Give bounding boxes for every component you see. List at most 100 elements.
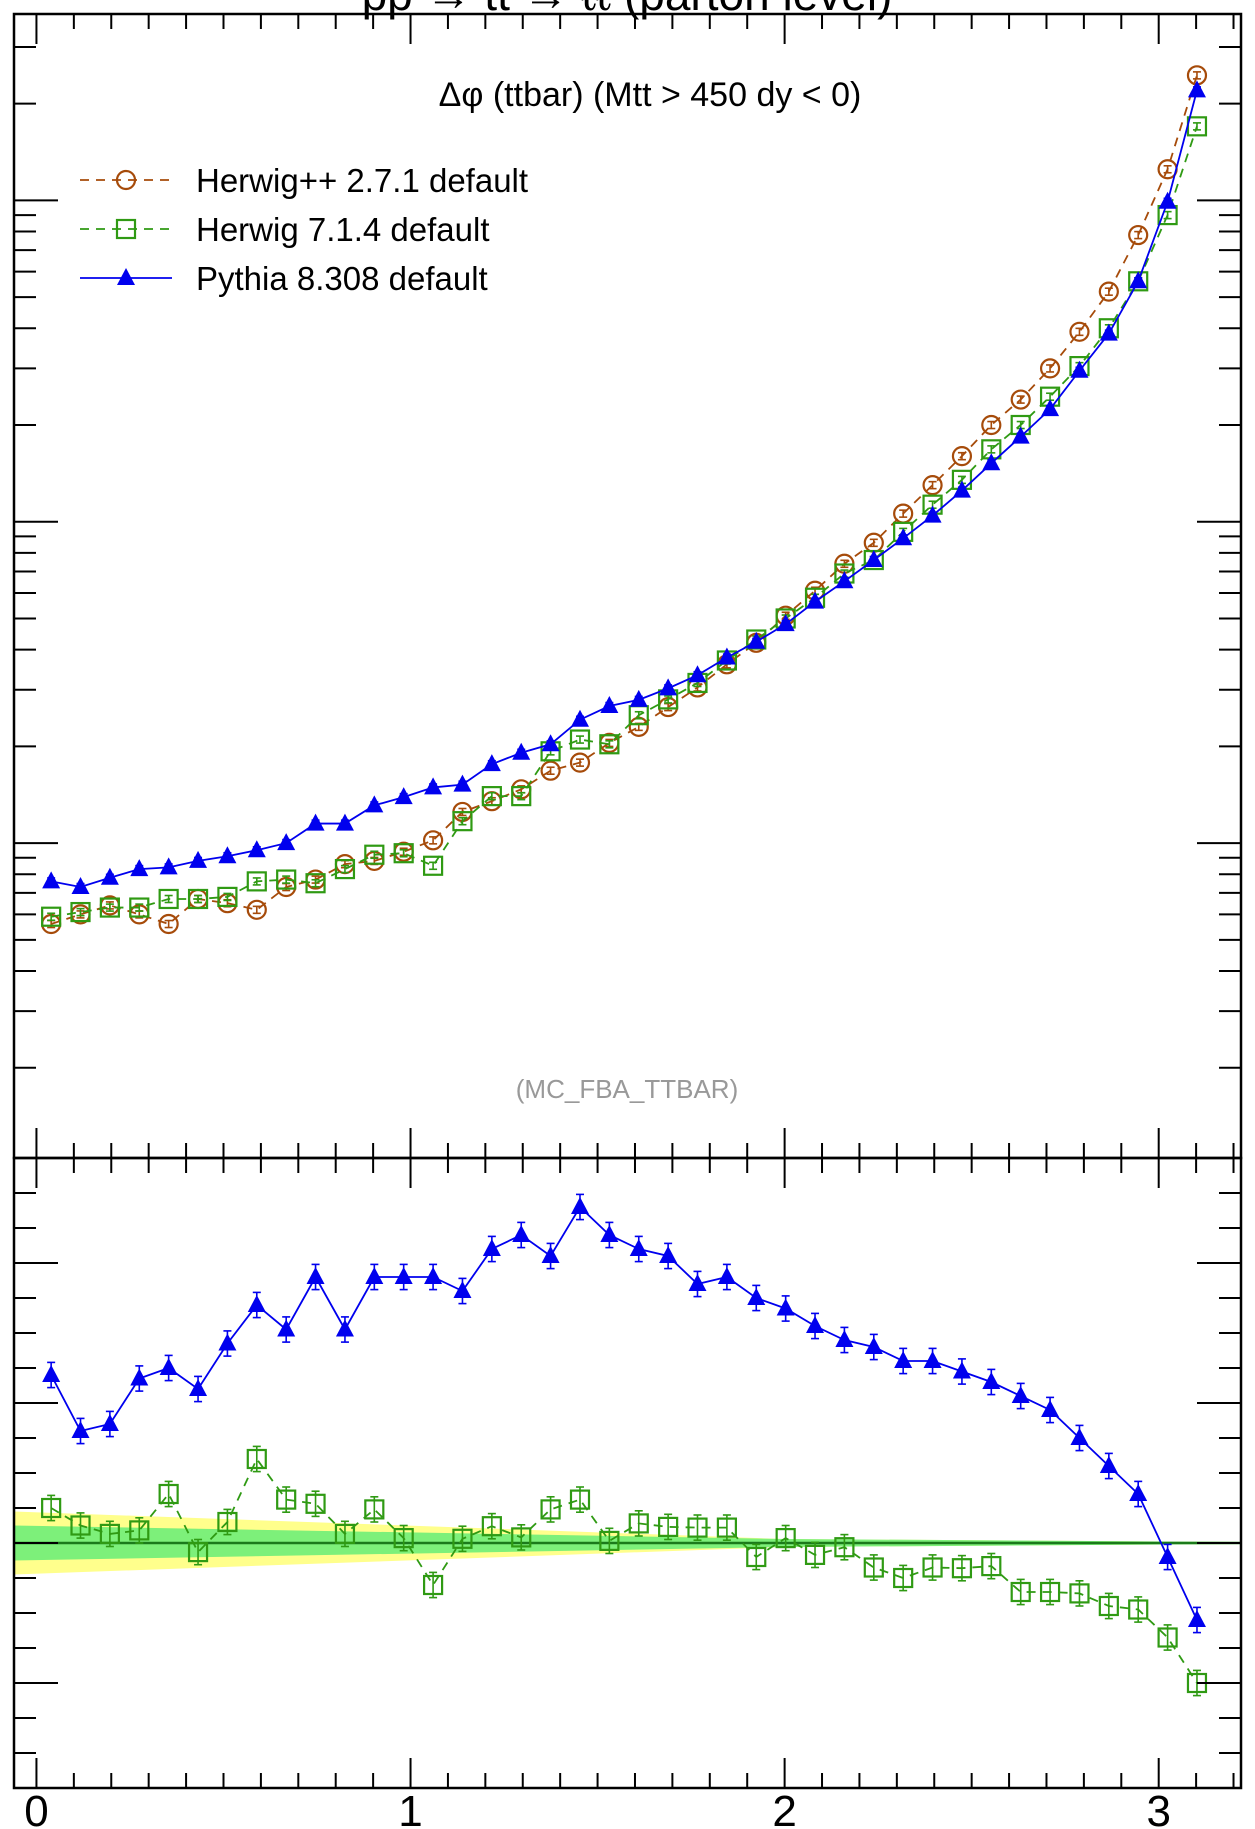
plot-title: Δφ (ttbar) (Mtt > 450 dy < 0) [439, 76, 862, 114]
series-herwig-7-1-4-default [41, 1445, 1208, 1697]
data-point [776, 614, 795, 632]
header-title: pp → tt̅ → ℓℓ (parton level) [362, 0, 893, 20]
data-point [364, 1499, 385, 1520]
data-point [981, 1555, 1002, 1577]
data-point [599, 734, 620, 755]
data-point [71, 1421, 90, 1438]
data-point [982, 453, 1001, 471]
x-tick-label: 0 [24, 1787, 48, 1829]
data-point [100, 867, 119, 885]
data-point [1098, 281, 1119, 302]
data-point [334, 858, 356, 880]
data-point [453, 1281, 472, 1298]
data-point [540, 760, 561, 781]
data-point [129, 897, 150, 918]
data-point [806, 1316, 825, 1333]
legend-marker [115, 218, 137, 240]
data-point [659, 1246, 678, 1263]
data-point [1098, 1595, 1119, 1617]
data-point [1129, 271, 1148, 289]
data-point [951, 1558, 973, 1579]
data-point [1099, 323, 1118, 341]
data-point [99, 1523, 120, 1545]
data-point [864, 1337, 883, 1354]
data-point [922, 475, 943, 496]
data-point [541, 1246, 560, 1263]
data-point [42, 1365, 61, 1382]
series-pythia-8-308-default [42, 80, 1206, 894]
data-point [277, 833, 296, 851]
data-point [365, 795, 384, 813]
data-point [393, 843, 414, 864]
legend-label: Herwig 7.1.4 default [196, 211, 490, 248]
data-point [482, 1239, 501, 1256]
data-point [952, 1361, 971, 1379]
data-point [393, 1527, 414, 1549]
data-point [952, 480, 971, 498]
data-point [923, 1351, 942, 1368]
data-point [217, 1511, 238, 1533]
data-point [305, 1493, 326, 1514]
data-point [747, 1288, 766, 1305]
data-point [189, 1379, 208, 1396]
data-point [658, 1516, 679, 1538]
main-plot-panel: Δφ (ttbar) (Mtt > 450 dy < 0) (MC_FBA_TT… [12, 12, 1243, 1160]
data-point [1011, 1386, 1030, 1403]
legend: Herwig++ 2.7.1 default Herwig 7.1.4 defau… [80, 162, 528, 297]
data-point [628, 1513, 649, 1534]
x-tick-label: 2 [772, 1787, 796, 1829]
data-point [305, 873, 326, 894]
data-point [158, 888, 179, 910]
data-point [1069, 1583, 1090, 1604]
data-point [158, 1483, 179, 1505]
data-point [247, 1295, 266, 1312]
data-point [422, 1574, 444, 1596]
data-point [893, 1567, 914, 1589]
x-tick-label: 1 [398, 1787, 422, 1829]
data-point [746, 1546, 767, 1568]
data-point [863, 1557, 884, 1578]
data-point [540, 1499, 561, 1520]
data-point [659, 678, 678, 696]
data-point [894, 1351, 913, 1368]
data-point [834, 1537, 855, 1558]
data-point [982, 1372, 1001, 1389]
data-point [452, 1528, 473, 1549]
series-line [50, 90, 1198, 888]
data-point [747, 631, 766, 649]
data-point [246, 1448, 267, 1470]
ratio-plot-frame [12, 1156, 1243, 1790]
data-point [1158, 1547, 1177, 1564]
data-point [512, 742, 531, 760]
data-point [1010, 389, 1031, 410]
data-point [1069, 321, 1090, 342]
data-point [599, 1530, 620, 1552]
legend-marker [115, 169, 137, 191]
data-point [1070, 1428, 1089, 1445]
data-point [158, 913, 179, 935]
data-point [1039, 358, 1061, 379]
ratio-plot-panel [12, 1156, 1243, 1790]
data-point [217, 886, 238, 908]
legend-marker [117, 268, 135, 285]
data-point [422, 855, 444, 876]
data-point [688, 665, 707, 683]
data-point [600, 696, 619, 714]
data-point [835, 1330, 854, 1347]
data-point [70, 901, 91, 923]
data-point [306, 813, 325, 831]
data-point [1041, 1400, 1060, 1417]
data-point [276, 1489, 297, 1510]
data-point [835, 571, 854, 589]
data-point [511, 786, 532, 807]
data-point [1070, 360, 1089, 378]
data-point [717, 1267, 736, 1284]
data-point [159, 857, 178, 875]
data-point [806, 591, 825, 609]
data-point [1128, 224, 1149, 246]
data-point [424, 1267, 443, 1284]
data-point [481, 1516, 502, 1537]
data-point [187, 888, 209, 910]
data-point [600, 1225, 619, 1242]
